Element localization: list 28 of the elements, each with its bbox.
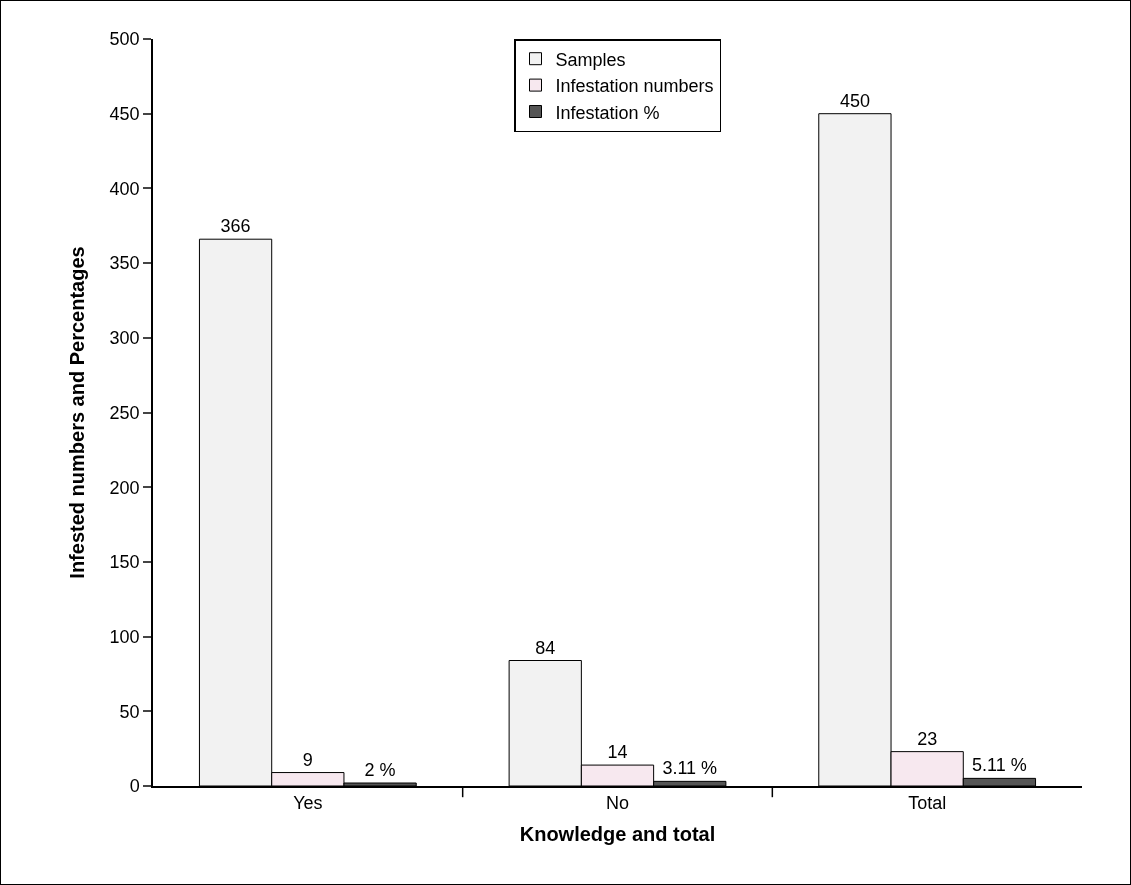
- x-tick-label: No: [605, 793, 630, 814]
- y-tick-label: 500: [109, 29, 140, 50]
- data-label: 3.11 %: [662, 758, 718, 779]
- data-label: 9: [302, 749, 313, 770]
- data-label: 23: [917, 728, 938, 749]
- data-label: 14: [607, 742, 628, 763]
- y-tick-label: 50: [119, 701, 140, 722]
- y-tick-label: 350: [109, 253, 140, 274]
- y-tick-label: 300: [109, 328, 140, 349]
- x-tick-label: Yes: [293, 793, 323, 814]
- data-label: 366: [220, 216, 251, 237]
- data-label: 450: [839, 90, 870, 111]
- y-tick-label: 100: [109, 626, 140, 647]
- x-tick-label: Total: [908, 793, 947, 814]
- legend-label: Infestation numbers: [555, 76, 714, 97]
- y-tick-label: 200: [109, 477, 140, 498]
- data-label: 2 %: [364, 760, 396, 781]
- data-label: 5.11 %: [972, 755, 1027, 776]
- y-tick-label: 450: [109, 104, 140, 124]
- y-tick-label: 250: [109, 402, 140, 423]
- data-label: 84: [535, 637, 556, 658]
- x-axis-title: Knowledge and total: [519, 823, 716, 846]
- y-tick-label: 400: [109, 178, 140, 199]
- y-tick-label: 150: [109, 552, 140, 573]
- y-tick-label: 0: [129, 776, 140, 797]
- legend-label: Samples: [555, 49, 626, 70]
- y-axis-title: Infested numbers and Percentages: [65, 246, 88, 579]
- legend-label: Infestation %: [555, 102, 660, 123]
